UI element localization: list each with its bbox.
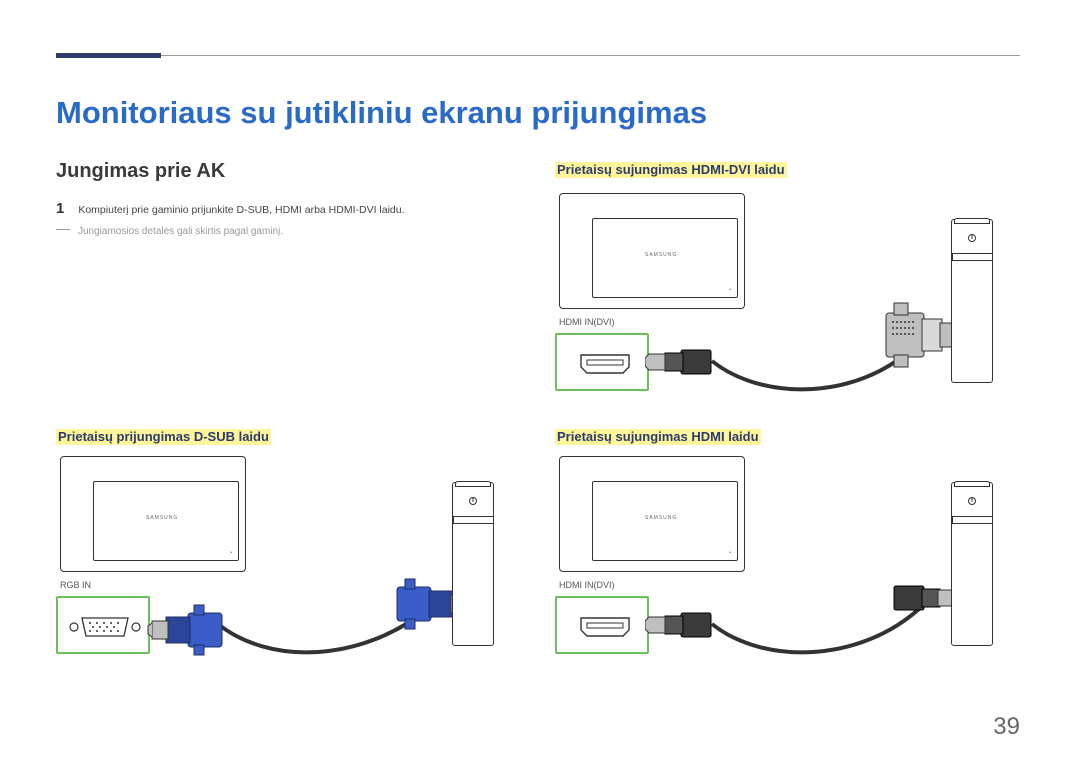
monitor-led-icon: • bbox=[230, 550, 232, 556]
monitor-screen: SAMSUNG • bbox=[592, 218, 738, 298]
highlighted-label: Prietaisų prijungimas D-SUB laidu bbox=[56, 429, 271, 445]
diagram-hdmi: SAMSUNG • HDMI IN(DVI) bbox=[547, 448, 1007, 678]
note-text: Jungiamosios detalės gali skirtis pagal … bbox=[78, 226, 283, 237]
pc-tower-icon bbox=[951, 219, 993, 383]
section-subtitle: Jungimas prie AK bbox=[56, 160, 225, 183]
pc-tower-icon bbox=[452, 482, 494, 646]
monitor-outline: SAMSUNG • bbox=[559, 193, 745, 309]
section-label-dsub: Prietaisų prijungimas D-SUB laidu bbox=[56, 429, 271, 444]
highlighted-label: Prietaisų sujungimas HDMI laidu bbox=[555, 429, 761, 445]
highlighted-label: Prietaisų sujungimas HDMI-DVI laidu bbox=[555, 162, 787, 178]
port-box bbox=[555, 596, 649, 654]
step-number: 1 bbox=[56, 200, 64, 217]
vga-port-icon bbox=[58, 598, 152, 656]
monitor-logo: SAMSUNG bbox=[645, 515, 677, 521]
monitor-outline: SAMSUNG • bbox=[60, 456, 246, 572]
monitor-logo: SAMSUNG bbox=[146, 515, 178, 521]
port-label: HDMI IN(DVI) bbox=[559, 580, 615, 590]
header-rule bbox=[56, 55, 1020, 56]
port-box bbox=[56, 596, 150, 654]
note-dash-icon bbox=[56, 229, 70, 230]
monitor-outline: SAMSUNG • bbox=[559, 456, 745, 572]
step-row: 1 Kompiuterį prie gaminio prijunkite D-S… bbox=[56, 200, 405, 217]
port-box bbox=[555, 333, 649, 391]
section-label-hdmi-dvi: Prietaisų sujungimas HDMI-DVI laidu bbox=[555, 162, 787, 177]
port-label: RGB IN bbox=[60, 580, 91, 590]
section-label-hdmi: Prietaisų sujungimas HDMI laidu bbox=[555, 429, 761, 444]
monitor-led-icon: • bbox=[729, 550, 731, 556]
page-title: Monitoriaus su jutikliniu ekranu prijung… bbox=[56, 95, 707, 131]
monitor-logo: SAMSUNG bbox=[645, 252, 677, 258]
diagram-dsub: SAMSUNG • RGB IN bbox=[48, 448, 508, 678]
note-row: Jungiamosios detalės gali skirtis pagal … bbox=[56, 226, 283, 237]
hdmi-port-icon bbox=[557, 335, 651, 393]
hdmi-port-icon bbox=[557, 598, 651, 656]
header-accent-bar bbox=[56, 53, 161, 58]
monitor-led-icon: • bbox=[729, 287, 731, 293]
monitor-screen: SAMSUNG • bbox=[93, 481, 239, 561]
diagram-hdmi-dvi: SAMSUNG • HDMI IN(DVI) bbox=[547, 185, 1007, 415]
page-number: 39 bbox=[993, 713, 1020, 741]
hdmi-plug-left-icon bbox=[645, 340, 725, 384]
monitor-screen: SAMSUNG • bbox=[592, 481, 738, 561]
hdmi-plug-left-icon bbox=[645, 603, 725, 647]
vga-plug-left-icon bbox=[146, 603, 236, 657]
step-text: Kompiuterį prie gaminio prijunkite D-SUB… bbox=[78, 204, 404, 216]
port-label: HDMI IN(DVI) bbox=[559, 317, 615, 327]
pc-tower-icon bbox=[951, 482, 993, 646]
